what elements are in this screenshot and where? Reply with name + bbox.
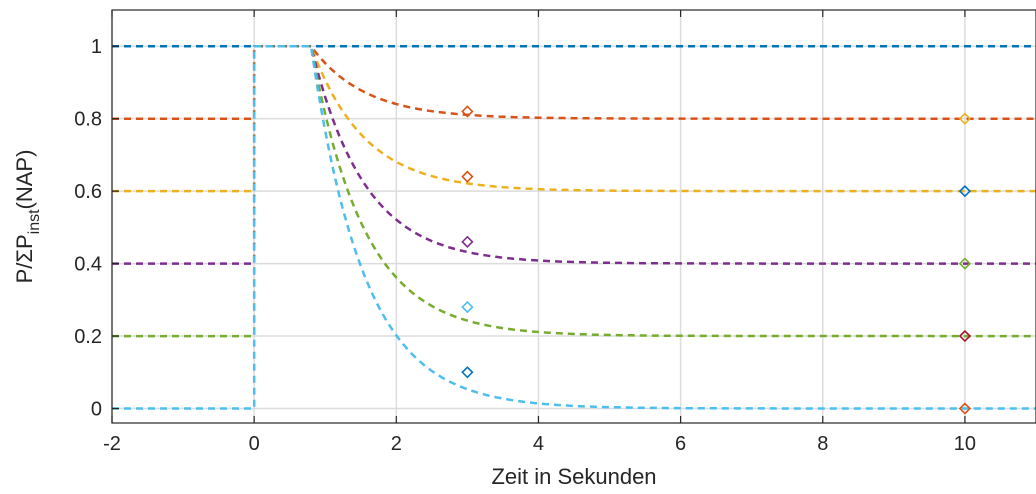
y-tick-label: 0.6 [74, 181, 102, 203]
data-marker [958, 257, 972, 270]
x-axis-label: Zeit in Sekunden [491, 464, 656, 489]
series-line [112, 44, 1036, 265]
x-axis-ticks: -2 0 2 4 6 8 10 [103, 10, 976, 455]
series-lines [112, 44, 1036, 410]
data-marker [461, 105, 474, 118]
grid [111, 10, 1036, 423]
y-axis-label-main: P/ΣP [12, 234, 37, 283]
data-marker [958, 185, 972, 198]
x-tick-label: 2 [391, 433, 402, 455]
data-markers [461, 105, 972, 415]
series-line [112, 44, 1036, 120]
x-tick-label: 10 [954, 433, 976, 455]
data-marker [461, 300, 474, 314]
y-tick-label: 0.2 [74, 326, 102, 348]
x-tick-label: 8 [817, 433, 828, 455]
plot-area-frame [111, 9, 1036, 424]
data-marker [958, 402, 972, 415]
y-axis-ticks: 0 0.2 0.4 0.6 0.8 1 [74, 36, 119, 421]
data-marker [958, 112, 972, 125]
y-tick-label: 0.8 [74, 109, 102, 131]
data-marker [461, 366, 474, 379]
series-line [112, 44, 1036, 338]
y-axis-label-suffix: (NAP) [12, 150, 37, 210]
x-tick-label: 4 [533, 433, 544, 455]
data-marker [461, 170, 474, 183]
x-tick-label: 6 [675, 433, 686, 455]
y-tick-label: 0 [91, 399, 102, 421]
series-line [112, 44, 1036, 193]
y-axis-label: P/ΣPinst(NAP) [12, 150, 43, 284]
x-tick-label: 0 [249, 433, 260, 455]
data-marker [461, 235, 474, 248]
y-tick-label: 1 [91, 36, 102, 58]
x-tick-label: -2 [103, 433, 121, 455]
data-marker [958, 329, 972, 343]
series-line [112, 44, 1036, 410]
y-tick-label: 0.4 [74, 254, 102, 276]
y-axis-label-subscript: inst [26, 209, 43, 234]
